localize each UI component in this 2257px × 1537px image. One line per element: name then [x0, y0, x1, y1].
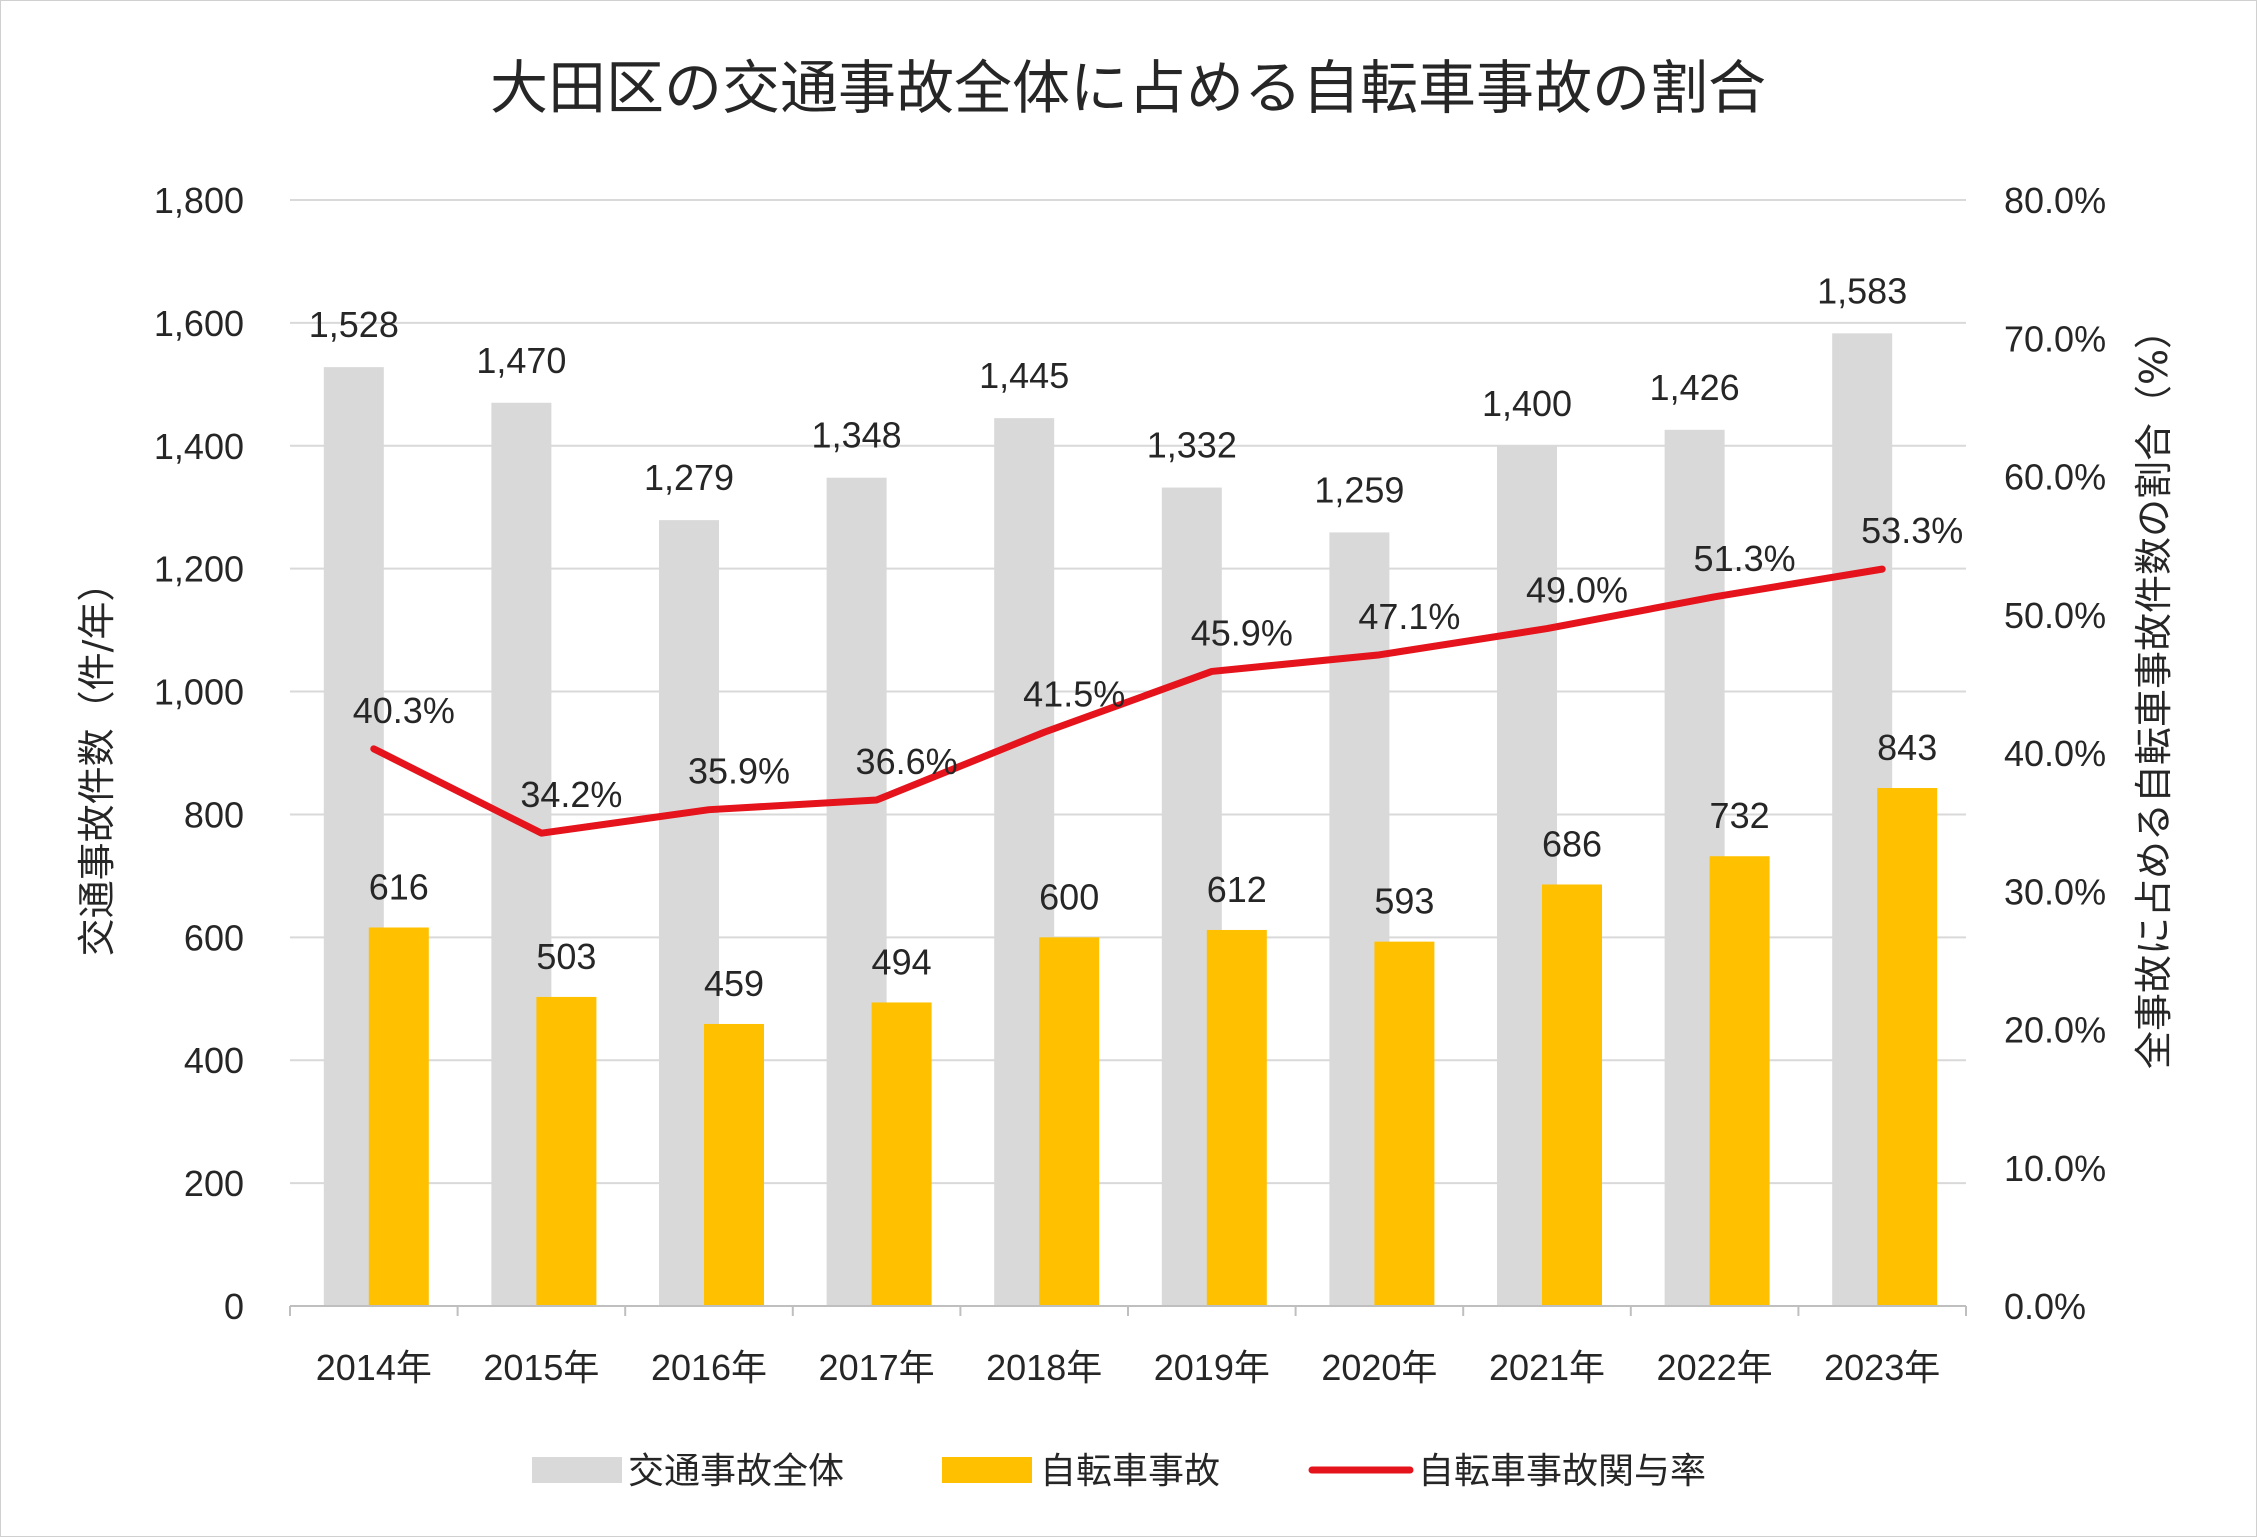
bar-bicycle: [1039, 937, 1100, 1306]
y-tick-label-left: 1,800: [154, 180, 244, 221]
data-label-total: 1,426: [1650, 367, 1740, 408]
data-label-ratio: 47.1%: [1358, 596, 1460, 637]
bar-bicycle: [368, 927, 429, 1306]
data-label-ratio: 49.0%: [1526, 570, 1628, 611]
x-tick-label: 2014年: [316, 1347, 432, 1388]
y-tick-label-left: 1,400: [154, 426, 244, 467]
bar-bicycle: [704, 1023, 764, 1306]
legend-swatch-total: [532, 1457, 622, 1483]
data-label-total: 1,279: [644, 457, 734, 498]
legend-label-ratio: 自転車事故関与率: [1418, 1451, 1706, 1492]
data-label-ratio: 45.9%: [1191, 612, 1293, 653]
y-tick-label-right: 20.0%: [2004, 1010, 2106, 1051]
bar-bicycle: [1542, 884, 1602, 1306]
y-tick-label-left: 1,000: [154, 672, 244, 713]
y-tick-label-left: 0: [224, 1286, 244, 1327]
data-label-total: 1,259: [1314, 469, 1404, 510]
y-axis-left: 0 200 400 600 800 1,000 1,200 1,400 1,600 1,800: [154, 180, 244, 1327]
data-label-ratio: 34.2%: [520, 774, 622, 815]
y-axis-right-title: 全事故に占める自転車事故件数の割合（%）: [2132, 311, 2176, 1069]
legend-label-bicycle: 自転車事故: [1040, 1451, 1220, 1492]
data-label-total: 1,470: [476, 340, 566, 381]
data-label-bicycle: 459: [704, 963, 764, 1004]
data-label-bicycle: 616: [369, 867, 429, 908]
bar-bicycle: [871, 1002, 932, 1306]
y-tick-label-right: 0.0%: [2004, 1286, 2086, 1327]
y-tick-label-left: 600: [184, 917, 244, 958]
data-label-ratio: 36.6%: [856, 741, 958, 782]
y-tick-label-left: 800: [184, 794, 244, 835]
series-bicycle-ratio: [370, 565, 1886, 837]
data-label-total: 1,445: [979, 355, 1069, 396]
data-label-total: 1,348: [812, 415, 902, 456]
y-axis-left-title: 交通事故件数（件/年）: [75, 564, 119, 957]
data-label-bicycle: 686: [1542, 823, 1602, 864]
y-tick-label-right: 50.0%: [2004, 595, 2106, 636]
data-label-ratio: 53.3%: [1861, 510, 1963, 551]
x-tick-label: 2023年: [1824, 1347, 1940, 1388]
data-label-total: 1,400: [1482, 383, 1572, 424]
bar-bicycle: [536, 996, 597, 1306]
data-label-bicycle: 494: [872, 941, 932, 982]
series-bicycle-accidents: [368, 788, 1938, 1306]
data-label-bicycle: 612: [1207, 869, 1267, 910]
bar-bicycle: [1206, 929, 1267, 1306]
x-tick-label: 2022年: [1657, 1347, 1773, 1388]
y-tick-label-right: 70.0%: [2004, 318, 2106, 359]
x-tick-label: 2020年: [1321, 1347, 1437, 1388]
y-tick-label-right: 60.0%: [2004, 457, 2106, 498]
y-tick-label-right: 30.0%: [2004, 871, 2106, 912]
y-tick-label-left: 200: [184, 1163, 244, 1204]
legend: 交通事故全体 自転車事故 自転車事故関与率: [532, 1451, 1706, 1492]
y-tick-label-left: 400: [184, 1040, 244, 1081]
x-tick-label: 2015年: [483, 1347, 599, 1388]
y-tick-label-left: 1,600: [154, 303, 244, 344]
data-labels: 1,528 1,470 1,279 1,348 1,445 1,332 1,259 1,400…: [309, 270, 1963, 1004]
ratio-line: [370, 565, 1886, 837]
series-total-accidents: [323, 333, 1893, 1306]
data-label-ratio: 41.5%: [1023, 673, 1125, 714]
bar-bicycle: [1709, 856, 1770, 1306]
x-tick-label: 2018年: [986, 1347, 1102, 1388]
bar-bicycle: [1877, 788, 1938, 1306]
bar-bicycle: [1374, 941, 1435, 1306]
data-label-bicycle: 732: [1710, 795, 1770, 836]
data-label-ratio: 51.3%: [1694, 538, 1796, 579]
x-tick-label: 2019年: [1154, 1347, 1270, 1388]
chart-title: 大田区の交通事故全体に占める自転車事故の割合: [490, 54, 1766, 122]
y-axis-right: 0.0% 10.0% 20.0% 30.0% 40.0% 50.0% 60.0% 70.0% 8…: [2004, 180, 2106, 1327]
y-tick-label-left: 1,200: [154, 549, 244, 590]
data-label-ratio: 35.9%: [688, 751, 790, 792]
data-label-ratio: 40.3%: [353, 690, 455, 731]
x-tick-label: 2021年: [1489, 1347, 1605, 1388]
data-label-bicycle: 600: [1039, 876, 1099, 917]
data-label-bicycle: 503: [536, 936, 596, 977]
data-label-total: 1,528: [309, 304, 399, 345]
data-label-bicycle: 593: [1374, 881, 1434, 922]
x-axis: 2014年 2015年 2016年 2017年 2018年 2019年 2020年 2021年…: [289, 1305, 1967, 1388]
y-tick-label-right: 40.0%: [2004, 733, 2106, 774]
x-tick-label: 2017年: [819, 1347, 935, 1388]
legend-label-total: 交通事故全体: [628, 1451, 844, 1492]
data-label-total: 1,583: [1817, 270, 1907, 311]
y-tick-label-right: 80.0%: [2004, 180, 2106, 221]
x-tick-label: 2016年: [651, 1347, 767, 1388]
y-tick-label-right: 10.0%: [2004, 1148, 2106, 1189]
legend-swatch-bicycle: [942, 1457, 1032, 1483]
data-label-total: 1,332: [1147, 425, 1237, 466]
data-label-bicycle: 843: [1877, 727, 1937, 768]
